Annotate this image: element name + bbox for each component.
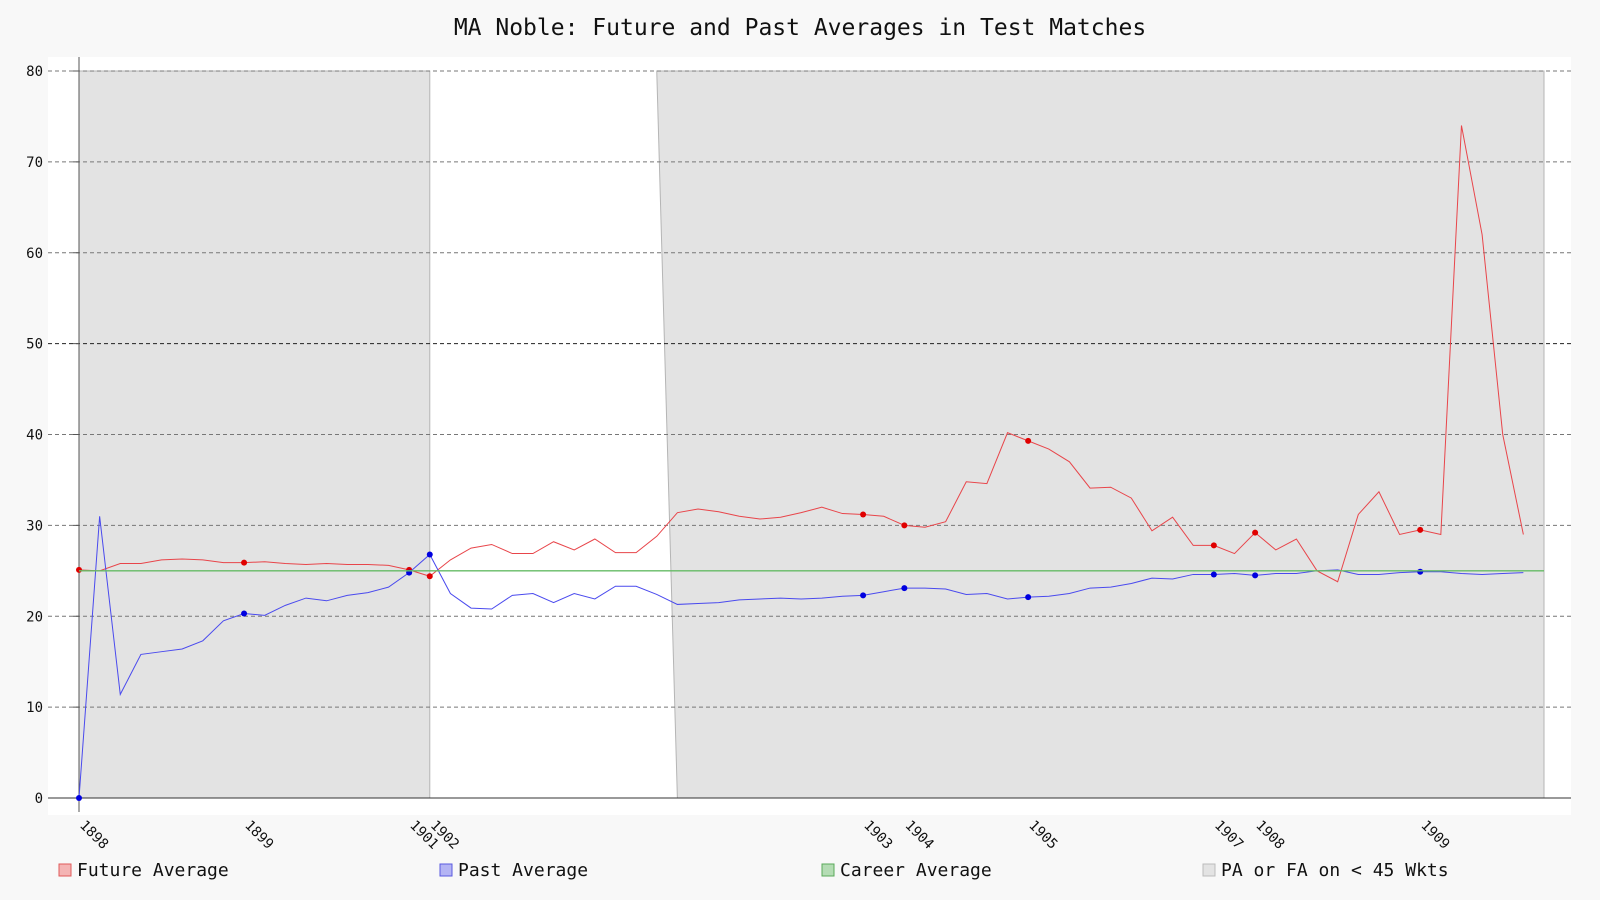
series-line-future-average: [78, 125, 1524, 583]
data-point-future-average: [426, 573, 433, 580]
data-point-future-average: [241, 559, 248, 566]
data-point-future-average: [1025, 437, 1032, 444]
data-point-past-average: [860, 592, 867, 599]
x-tick-label: 1904: [902, 818, 937, 853]
legend-label: Future Average: [77, 860, 229, 881]
data-point-past-average: [426, 551, 433, 558]
x-tick-label: 1898: [76, 818, 111, 853]
data-point-future-average: [1252, 529, 1259, 536]
legend-label: Career Average: [840, 860, 992, 881]
legend-swatch: [821, 863, 835, 877]
y-tick-label: 50: [26, 337, 43, 353]
x-tick-label: 1909: [1417, 818, 1452, 853]
y-tick-label: 10: [26, 700, 43, 716]
series-line-past-average: [78, 516, 1524, 799]
y-tick-label: 60: [26, 246, 43, 262]
data-point-past-average: [1417, 568, 1424, 575]
y-tick-label: 80: [26, 64, 43, 80]
data-point-past-average: [901, 585, 908, 592]
data-point-future-average: [860, 511, 867, 518]
y-tick-label: 40: [26, 428, 43, 444]
data-point-past-average: [1252, 572, 1259, 579]
legend-label: PA or FA on < 45 Wkts: [1221, 860, 1449, 881]
x-tick-label: 1907: [1211, 818, 1246, 853]
series: [76, 125, 1544, 801]
legend: Future Average Past Average Career Average…: [58, 860, 1449, 881]
data-point-future-average: [1210, 542, 1217, 549]
data-point-past-average: [1210, 571, 1217, 578]
data-point-future-average: [901, 522, 908, 529]
x-tick-label: 1908: [1252, 818, 1287, 853]
data-point-future-average: [76, 566, 82, 573]
data-point-past-average: [241, 610, 248, 617]
legend-swatch: [1202, 863, 1216, 877]
chart-title: MA Noble: Future and Past Averages in Te…: [454, 15, 1146, 41]
y-tick-label: 30: [26, 518, 43, 534]
x-tick-label: 1899: [241, 818, 276, 853]
y-tick-label: 20: [26, 609, 43, 625]
x-tick-label: 1903: [860, 818, 895, 853]
data-point-past-average: [1025, 594, 1032, 601]
y-tick-label: 0: [35, 791, 43, 807]
legend-swatch: [58, 863, 72, 877]
legend-label: Past Average: [458, 860, 588, 881]
data-point-past-average: [76, 795, 82, 801]
legend-swatch: [439, 863, 453, 877]
data-point-future-average: [1417, 526, 1424, 533]
y-tick-label: 70: [26, 155, 43, 171]
x-tick-label: 1905: [1025, 818, 1060, 853]
